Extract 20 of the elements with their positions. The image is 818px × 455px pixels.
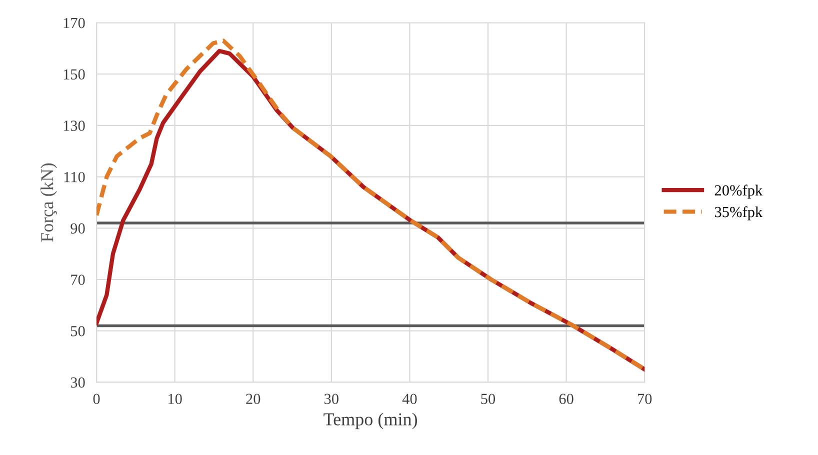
x-tick-label: 70: [638, 394, 652, 404]
y-tick-label: 170: [64, 18, 85, 28]
y-tick-label: 150: [64, 69, 85, 80]
x-tick-label: 50: [481, 394, 496, 404]
y-tick-label: 110: [64, 172, 85, 182]
x-tick-label: 60: [559, 394, 574, 404]
y-tick-label: 30: [70, 377, 85, 388]
y-tick-label: 70: [71, 274, 85, 285]
x-tick-label: 30: [324, 394, 338, 404]
y-tick-label: 130: [64, 120, 85, 131]
x-tick-label: 20: [246, 394, 260, 404]
legend-label: 20%fpk: [714, 184, 763, 199]
x-axis-title: Tempo (min): [324, 412, 418, 430]
y-tick-label: 50: [71, 326, 85, 336]
y-tick-label: 90: [70, 223, 85, 234]
legend-label: 35%fpk: [714, 206, 763, 220]
x-tick-label: 10: [168, 394, 182, 404]
x-tick-label: 0: [93, 394, 100, 404]
x-tick-label: 40: [402, 394, 417, 404]
y-axis-title: Força (kN): [40, 163, 57, 242]
